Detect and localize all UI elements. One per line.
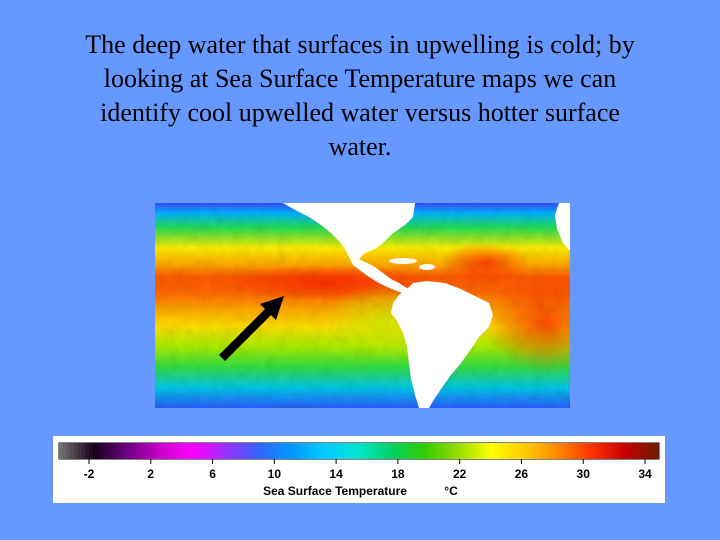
legend-title: Sea Surface Temperature — [263, 484, 407, 498]
tick-label: 6 — [209, 467, 216, 481]
legend-unit: °C — [444, 484, 458, 498]
tick-labels: -2 2 6 10 14 18 22 26 30 34 — [84, 459, 652, 481]
south-america-land — [391, 281, 493, 408]
tick-label: 34 — [638, 467, 652, 481]
upwelling-arrow-icon — [217, 296, 284, 361]
sea-surface-temperature-map — [155, 203, 570, 408]
africa-land — [555, 203, 570, 251]
tick-label: -2 — [84, 467, 95, 481]
tick-label: 2 — [147, 467, 154, 481]
slide-title: The deep water that surfaces in upwellin… — [85, 30, 635, 161]
tick-label: 10 — [268, 467, 282, 481]
tick-label: 26 — [515, 467, 529, 481]
hispaniola-island — [419, 264, 435, 270]
tick-label: 18 — [391, 467, 405, 481]
cuba-island — [389, 258, 417, 264]
tick-label: 30 — [577, 467, 591, 481]
tick-label: 14 — [329, 467, 343, 481]
tick-label: 22 — [453, 467, 467, 481]
color-scale-bar — [59, 443, 660, 459]
north-america-land — [283, 203, 415, 295]
temperature-legend: -2 2 6 10 14 18 22 26 30 34 Sea Surface Temperatu… — [53, 436, 665, 503]
